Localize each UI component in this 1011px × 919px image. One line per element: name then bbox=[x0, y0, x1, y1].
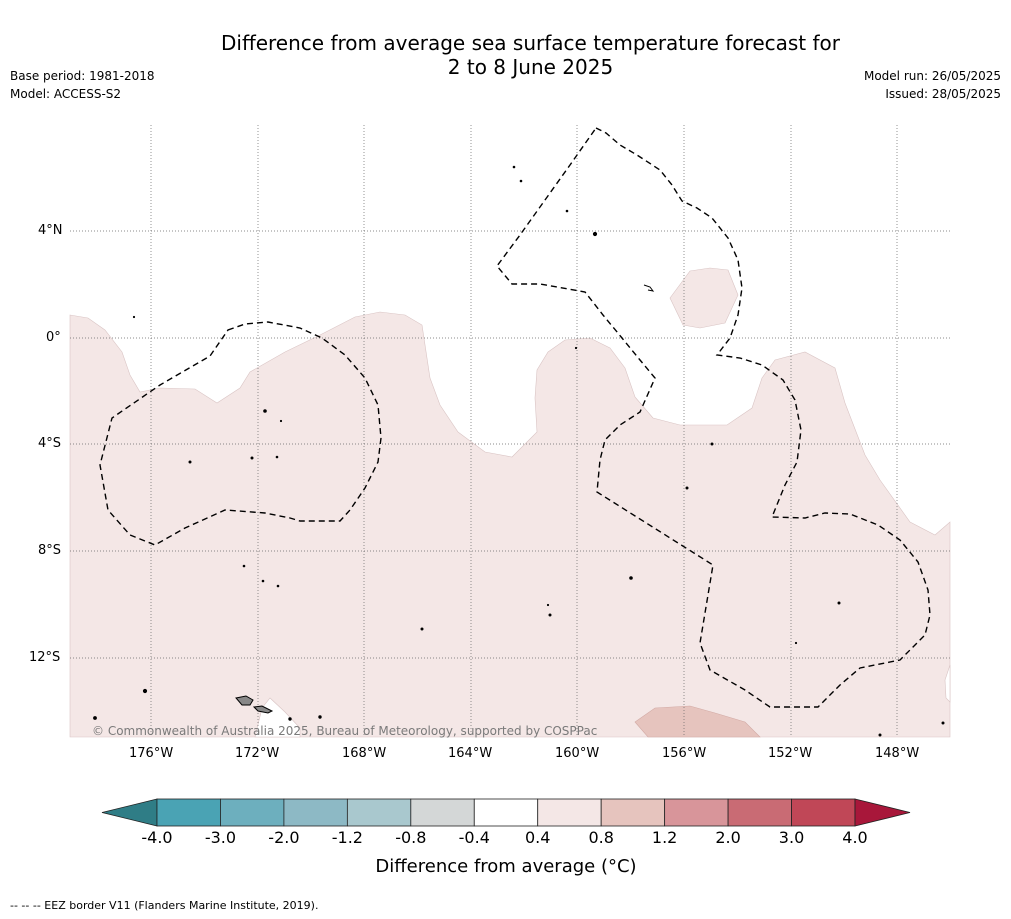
base-period: Base period: 1981-2018 bbox=[10, 69, 155, 83]
colorbar-segment bbox=[346, 798, 412, 827]
colorbar-tick-label: 1.2 bbox=[651, 828, 678, 847]
lat-label-12s: 12°S bbox=[29, 650, 61, 665]
colorbar-segment bbox=[664, 798, 729, 827]
chart-title: Difference from average sea surface temp… bbox=[0, 31, 1011, 79]
anomaly-region-0p8-1p2 bbox=[634, 705, 761, 738]
anomaly-region-0p4-0p8 bbox=[69, 311, 951, 738]
lon-label-176w: 176°W bbox=[129, 746, 174, 761]
lon-label-156w: 156°W bbox=[662, 746, 707, 761]
eez-legend-note: -- -- -- EEZ border V11 (Flanders Marine… bbox=[10, 899, 319, 912]
lon-label-168w: 168°W bbox=[342, 746, 387, 761]
colorbar-segment bbox=[791, 798, 856, 827]
colorbar-tick-label: 3.0 bbox=[778, 828, 805, 847]
colorbar-arrow-min bbox=[101, 798, 158, 827]
colorbar-segment bbox=[156, 798, 221, 827]
island-samoa bbox=[235, 695, 254, 706]
island-samoa-east bbox=[252, 705, 274, 714]
colorbar-tick-label: -4.0 bbox=[141, 828, 173, 847]
lat-label-0: 0° bbox=[46, 330, 61, 345]
colorbar-tick-label: 4.0 bbox=[842, 828, 868, 847]
lat-label-4n: 4°N bbox=[38, 223, 63, 238]
gridlines bbox=[70, 125, 950, 737]
colorbar-tick-label: -2.0 bbox=[268, 828, 300, 847]
colorbar-tick-label: 2.0 bbox=[715, 828, 741, 847]
eez-borders bbox=[99, 127, 931, 708]
lon-label-160w: 160°W bbox=[555, 746, 600, 761]
island-kiritimati bbox=[643, 284, 655, 292]
lon-label-148w: 148°W bbox=[875, 746, 920, 761]
model-run: Model run: 26/05/2025 bbox=[863, 69, 1001, 83]
lon-label-164w: 164°W bbox=[448, 746, 493, 761]
lon-label-152w: 152°W bbox=[768, 746, 813, 761]
colorbar-tick-label: 0.8 bbox=[588, 828, 614, 847]
issued-date: Issued: 28/05/2025 bbox=[885, 87, 1001, 101]
colorbar-segment bbox=[410, 798, 475, 827]
colorbar-segment bbox=[473, 798, 539, 827]
colorbar-tick-label: -0.8 bbox=[395, 828, 427, 847]
colorbar-tick-label: -3.0 bbox=[204, 828, 237, 847]
meta-right: Model run: 26/05/2025 Issued: 28/05/2025 bbox=[864, 67, 1001, 103]
islands bbox=[93, 165, 945, 737]
title-line-1: Difference from average sea surface temp… bbox=[220, 31, 840, 55]
title-line-2: 2 to 8 June 2025 bbox=[447, 55, 614, 79]
colorbar-tick-label: -0.4 bbox=[458, 828, 490, 847]
colorbar-arrow-max bbox=[854, 798, 911, 827]
colorbar-segment bbox=[727, 798, 792, 827]
colorbar-segment bbox=[283, 798, 348, 827]
neutral-pocket-east bbox=[944, 664, 951, 703]
lat-label-8s: 8°S bbox=[38, 543, 62, 558]
lon-label-172w: 172°W bbox=[235, 746, 280, 761]
colorbar-segment bbox=[600, 798, 666, 827]
copyright-notice: © Commonwealth of Australia 2025, Bureau… bbox=[92, 724, 598, 738]
colorbar-segment bbox=[537, 798, 602, 827]
colorbar-segment bbox=[220, 798, 285, 827]
meta-left: Base period: 1981-2018 Model: ACCESS-S2 bbox=[10, 67, 155, 103]
colorbar-tick-label: 0.4 bbox=[524, 828, 551, 847]
eez-tuvalu bbox=[99, 321, 382, 546]
anomaly-island-north bbox=[669, 267, 739, 329]
model-name: Model: ACCESS-S2 bbox=[10, 87, 122, 101]
lat-label-4s: 4°S bbox=[38, 436, 62, 451]
colorbar-label: Difference from average (°C) bbox=[375, 856, 637, 877]
colorbar-tick-label: -1.2 bbox=[331, 828, 363, 847]
